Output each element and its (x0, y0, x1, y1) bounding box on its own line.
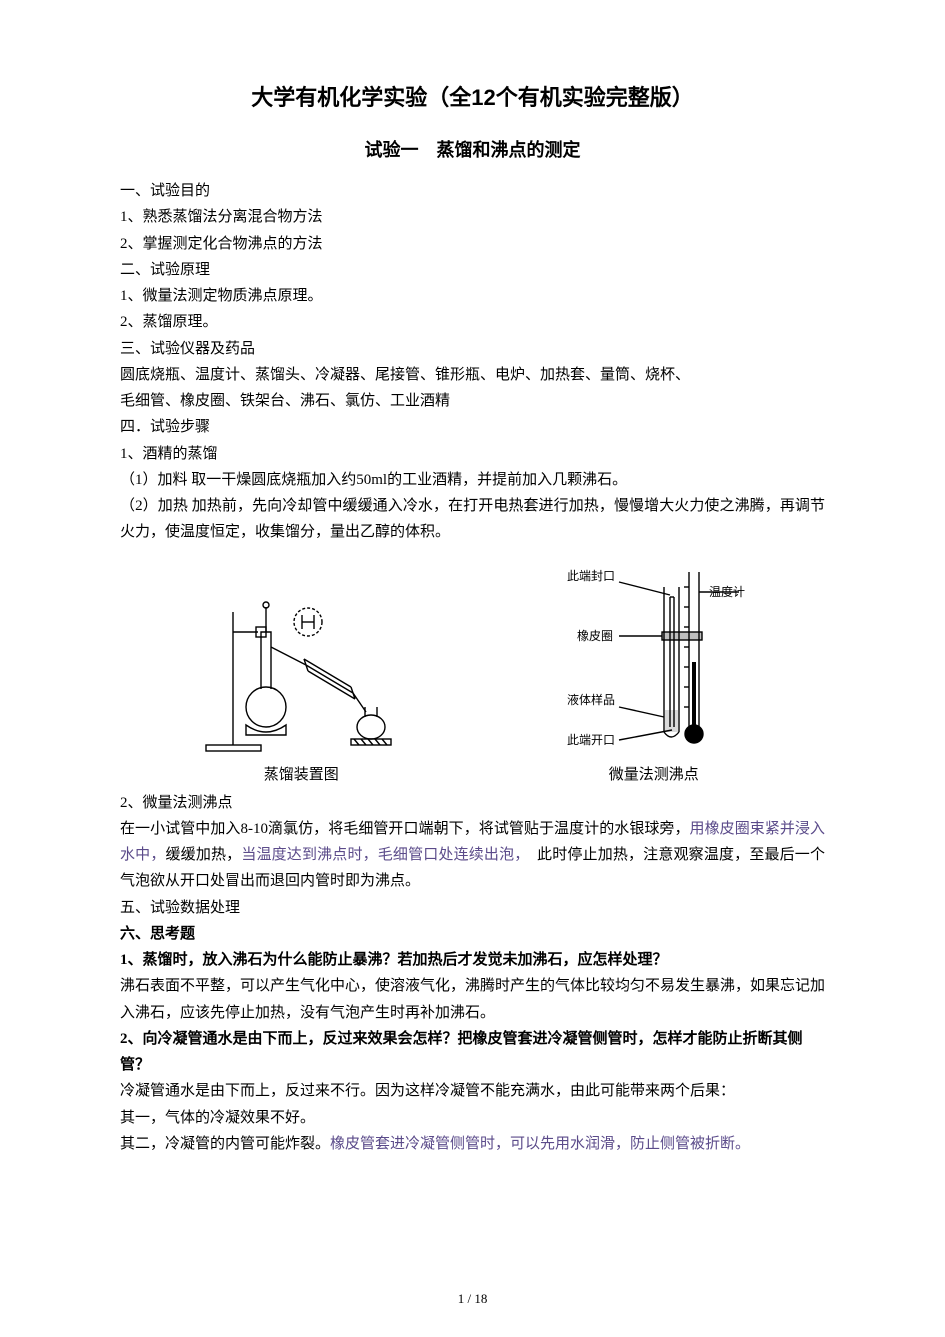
page-total: 18 (474, 1291, 487, 1306)
q2-l3-a: 其二，冷凝管的内管可能炸裂。 (120, 1136, 330, 1152)
s4s2-a: 在一小试管中加入8-10滴氯仿，将毛细管开口端朝下，将试管贴于温度计的水银球旁， (120, 821, 690, 837)
section3-line1: 圆底烧瓶、温度计、蒸馏头、冷凝器、尾接管、锥形瓶、电炉、加热套、量筒、烧杯、 (120, 362, 825, 388)
label-rubber-band: 橡皮圈 (577, 629, 613, 643)
question2-ans-line2: 其一，气体的冷凝效果不好。 (120, 1105, 825, 1131)
figure-right-caption: 微量法测沸点 (609, 763, 699, 784)
section4-heading: 四．试验步骤 (120, 414, 825, 440)
section2-item2: 2、蒸馏原理。 (120, 309, 825, 335)
question1-answer: 沸石表面不平整，可以产生气化中心，使溶液气化，沸腾时产生的气体比较均匀不易发生暴… (120, 973, 825, 1026)
section2-item1: 1、微量法测定物质沸点原理。 (120, 283, 825, 309)
section1-item2: 2、掌握测定化合物沸点的方法 (120, 231, 825, 257)
question2-ans-line3: 其二，冷凝管的内管可能炸裂。橡皮管套进冷凝管侧管时，可以先用水润滑，防止侧管被折… (120, 1131, 825, 1157)
label-top-seal: 此端封口 (567, 569, 615, 583)
section4-sub2-para: 在一小试管中加入8-10滴氯仿，将毛细管开口端朝下，将试管贴于温度计的水银球旁，… (120, 816, 825, 895)
figure-micro-bp: 此端封口 温度计 橡皮圈 液体样品 此端开口 微量法测沸点 (549, 562, 759, 784)
distillation-apparatus-diagram (186, 577, 416, 757)
section2-heading: 二、试验原理 (120, 257, 825, 283)
label-thermometer: 温度计 (709, 584, 745, 599)
page-footer: 1 / 18 (0, 1291, 945, 1307)
label-liquid-sample: 液体样品 (567, 692, 615, 707)
section4-sub1-p2: （2）加热 加热前，先向冷却管中缓缓通入冷水，在打开电热套进行加热，慢慢增大火力… (120, 493, 825, 546)
main-title: 大学有机化学实验（全12个有机实验完整版） (120, 80, 825, 112)
question2-heading: 2、向冷凝管通水是由下而上，反过来效果会怎样？把橡皮管套进冷凝管侧管时，怎样才能… (120, 1026, 825, 1079)
section4-sub1-p1: （1）加料 取一干燥圆底烧瓶加入约50ml的工业酒精，并提前加入几颗沸石。 (120, 467, 825, 493)
section3-heading: 三、试验仪器及药品 (120, 336, 825, 362)
s4s2-d: 当温度达到沸点时，毛细管口处连续出泡， (241, 847, 522, 863)
question2-ans-line1: 冷凝管通水是由下而上，反过来不行。因为这样冷凝管不能充满水，由此可能带来两个后果… (120, 1078, 825, 1104)
section1-item1: 1、熟悉蒸馏法分离混合物方法 (120, 204, 825, 230)
section5-heading: 五、试验数据处理 (120, 895, 825, 921)
experiment-subtitle: 试验一 蒸馏和沸点的测定 (120, 136, 825, 162)
section4-sub2: 2、微量法测沸点 (120, 790, 825, 816)
q2-l3-b: 橡皮管套进冷凝管侧管时，可以先用水润滑，防止侧管被折断。 (330, 1136, 750, 1152)
section1-heading: 一、试验目的 (120, 178, 825, 204)
micro-bp-diagram: 此端封口 温度计 橡皮圈 液体样品 此端开口 (549, 562, 759, 757)
figure-left-caption: 蒸馏装置图 (264, 763, 339, 784)
page-sep: / (464, 1291, 474, 1306)
figures-row: 蒸馏装置图 (120, 562, 825, 784)
section3-line2: 毛细管、橡皮圈、铁架台、沸石、氯仿、工业酒精 (120, 388, 825, 414)
figure-distillation: 蒸馏装置图 (186, 577, 416, 784)
s4s2-c: 缓缓加热， (166, 847, 242, 863)
section6-heading: 六、思考题 (120, 921, 825, 947)
question1-heading: 1、蒸馏时，放入沸石为什么能防止暴沸？若加热后才发觉未加沸石，应怎样处理？ (120, 947, 825, 973)
label-bottom-open: 此端开口 (567, 733, 615, 747)
section4-sub1: 1、酒精的蒸馏 (120, 441, 825, 467)
